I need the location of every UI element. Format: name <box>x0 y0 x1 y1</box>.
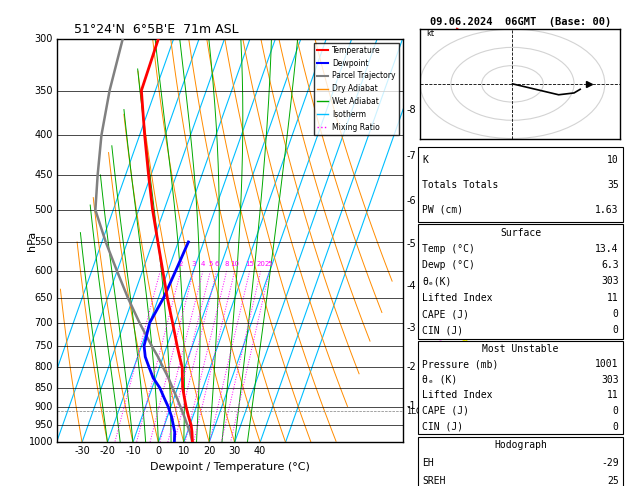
Text: 11: 11 <box>607 293 619 303</box>
Text: CAPE (J): CAPE (J) <box>423 309 469 319</box>
Text: K: K <box>423 155 428 165</box>
Text: CAPE (J): CAPE (J) <box>423 406 469 416</box>
Bar <box>418 341 623 434</box>
Text: 10: 10 <box>177 446 190 456</box>
Text: 1: 1 <box>158 261 162 267</box>
Text: 303: 303 <box>601 375 619 385</box>
Text: -29: -29 <box>601 458 619 468</box>
Text: -8: -8 <box>406 105 416 115</box>
Text: -1: -1 <box>406 401 416 411</box>
Text: 0: 0 <box>613 309 619 319</box>
Text: 300: 300 <box>35 34 53 44</box>
Text: 1001: 1001 <box>595 359 619 369</box>
Text: 950: 950 <box>35 420 53 430</box>
Text: 20: 20 <box>256 261 265 267</box>
Text: 09.06.2024  06GMT  (Base: 00): 09.06.2024 06GMT (Base: 00) <box>430 17 611 27</box>
Text: 700: 700 <box>35 318 53 328</box>
Text: 35: 35 <box>607 180 619 190</box>
Text: -7: -7 <box>406 151 416 161</box>
Text: PW (cm): PW (cm) <box>423 205 464 214</box>
Text: -4: -4 <box>406 281 416 292</box>
Text: 10: 10 <box>230 261 239 267</box>
Text: 25: 25 <box>607 476 619 486</box>
Text: 600: 600 <box>35 266 53 276</box>
Bar <box>418 225 623 339</box>
Text: 900: 900 <box>35 402 53 412</box>
Text: 450: 450 <box>35 170 53 180</box>
Text: 10: 10 <box>607 155 619 165</box>
Text: Lifted Index: Lifted Index <box>423 390 493 400</box>
Text: Hodograph: Hodograph <box>494 440 547 451</box>
Legend: Temperature, Dewpoint, Parcel Trajectory, Dry Adiabat, Wet Adiabat, Isotherm, Mi: Temperature, Dewpoint, Parcel Trajectory… <box>314 43 399 135</box>
Text: 25: 25 <box>265 261 274 267</box>
Text: CIN (J): CIN (J) <box>423 326 464 335</box>
Text: 11: 11 <box>607 390 619 400</box>
Bar <box>418 436 623 486</box>
Text: km: km <box>430 51 445 61</box>
Text: hPa: hPa <box>28 230 37 251</box>
Text: -20: -20 <box>99 446 116 456</box>
Text: 400: 400 <box>35 130 53 140</box>
Text: 0: 0 <box>613 421 619 432</box>
Text: -3: -3 <box>406 323 416 332</box>
Text: 850: 850 <box>35 383 53 393</box>
Text: 4: 4 <box>201 261 205 267</box>
Text: 750: 750 <box>35 341 53 351</box>
Text: -6: -6 <box>406 196 416 206</box>
Text: 0: 0 <box>613 326 619 335</box>
Text: 15: 15 <box>245 261 254 267</box>
Text: 13.4: 13.4 <box>595 244 619 254</box>
Text: 350: 350 <box>35 86 53 96</box>
Text: 1000: 1000 <box>29 437 53 447</box>
Text: 303: 303 <box>601 277 619 286</box>
Text: 3: 3 <box>191 261 196 267</box>
Text: Mixing Ratio (g/kg): Mixing Ratio (g/kg) <box>437 278 446 364</box>
Text: CIN (J): CIN (J) <box>423 421 464 432</box>
Text: 650: 650 <box>35 293 53 303</box>
Text: Pressure (mb): Pressure (mb) <box>423 359 499 369</box>
X-axis label: Dewpoint / Temperature (°C): Dewpoint / Temperature (°C) <box>150 462 309 472</box>
Text: SREH: SREH <box>423 476 446 486</box>
Text: 40: 40 <box>254 446 266 456</box>
Text: 20: 20 <box>203 446 215 456</box>
Text: Surface: Surface <box>500 227 541 238</box>
Text: Totals Totals: Totals Totals <box>423 180 499 190</box>
Text: 0: 0 <box>613 406 619 416</box>
Text: 2: 2 <box>179 261 183 267</box>
Text: 30: 30 <box>228 446 241 456</box>
Text: kt: kt <box>426 30 435 38</box>
Text: Temp (°C): Temp (°C) <box>423 244 476 254</box>
Text: -5: -5 <box>406 240 416 249</box>
Text: θₑ (K): θₑ (K) <box>423 375 458 385</box>
Text: 5: 5 <box>208 261 213 267</box>
Text: 1LCL: 1LCL <box>406 407 426 416</box>
Text: EH: EH <box>423 458 434 468</box>
Text: Lifted Index: Lifted Index <box>423 293 493 303</box>
Text: 51°24'N  6°5B'E  71m ASL: 51°24'N 6°5B'E 71m ASL <box>74 23 238 36</box>
Text: -2: -2 <box>406 363 416 372</box>
Text: Dewp (°C): Dewp (°C) <box>423 260 476 270</box>
Text: -10: -10 <box>125 446 141 456</box>
Text: Most Unstable: Most Unstable <box>482 344 559 354</box>
Text: 550: 550 <box>35 237 53 247</box>
Text: 500: 500 <box>35 205 53 215</box>
Text: 0: 0 <box>155 446 162 456</box>
Bar <box>418 147 623 222</box>
Text: -30: -30 <box>74 446 90 456</box>
Text: 6.3: 6.3 <box>601 260 619 270</box>
Text: 6: 6 <box>214 261 219 267</box>
Text: 800: 800 <box>35 363 53 372</box>
Text: 1.63: 1.63 <box>595 205 619 214</box>
Text: 8: 8 <box>225 261 229 267</box>
Text: θₑ(K): θₑ(K) <box>423 277 452 286</box>
Text: ASL: ASL <box>430 67 448 77</box>
